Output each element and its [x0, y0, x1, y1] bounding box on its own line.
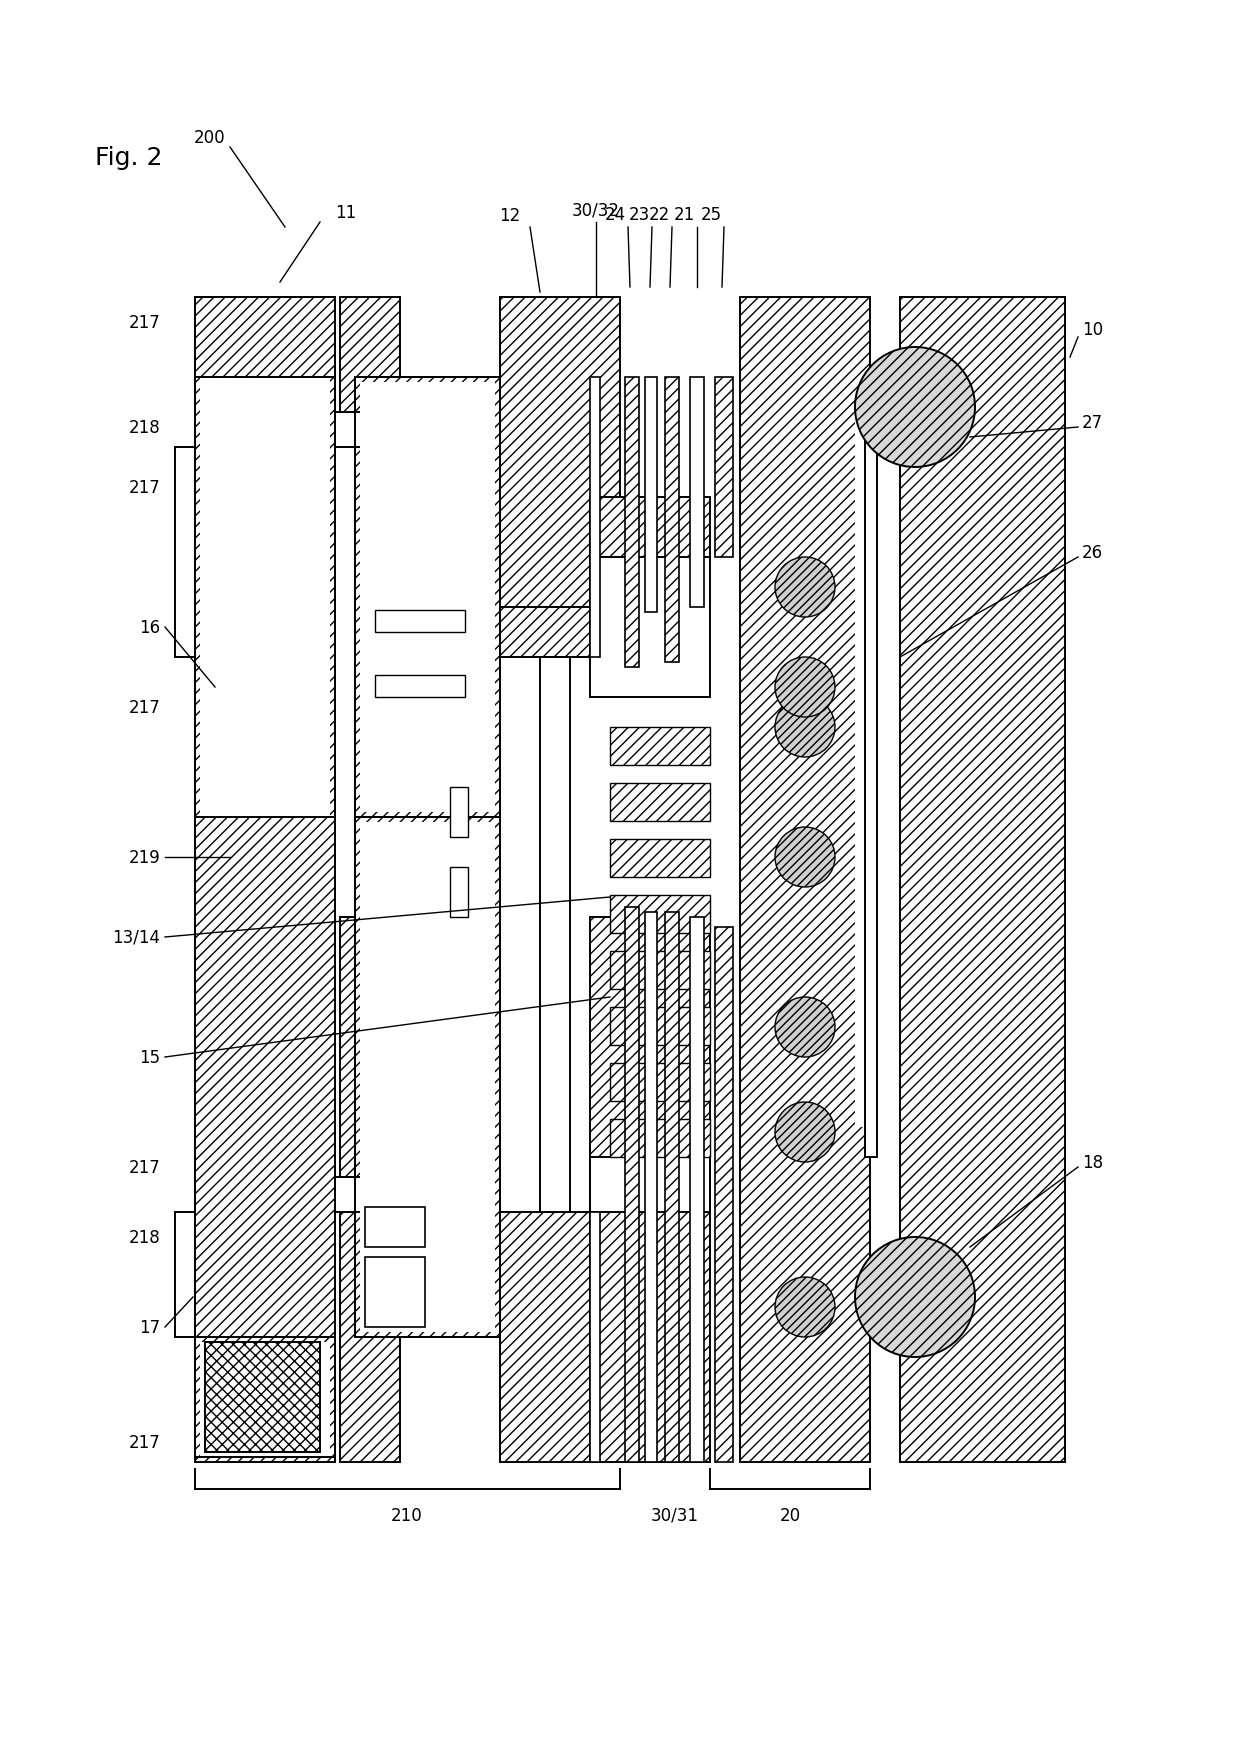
Text: 27: 27	[1083, 413, 1104, 432]
Circle shape	[856, 1237, 975, 1356]
Text: 217: 217	[128, 1158, 160, 1177]
Text: 217: 217	[128, 1434, 160, 1451]
Bar	[689, 378, 704, 608]
Text: 217: 217	[128, 315, 160, 332]
Bar	[625, 378, 639, 668]
Circle shape	[856, 348, 975, 467]
Bar	[200, 1342, 330, 1457]
Text: 20: 20	[780, 1506, 801, 1523]
Bar	[866, 378, 877, 1158]
Circle shape	[775, 828, 835, 887]
Bar	[195, 299, 335, 1462]
Text: 18: 18	[1083, 1153, 1104, 1172]
Text: 218: 218	[128, 1228, 160, 1246]
Bar	[590, 917, 711, 1462]
Circle shape	[775, 698, 835, 757]
Bar	[590, 378, 600, 657]
Text: 11: 11	[335, 204, 356, 221]
Circle shape	[775, 998, 835, 1058]
Bar	[590, 1212, 600, 1462]
Bar	[365, 1258, 425, 1327]
Bar	[500, 299, 620, 608]
Bar	[590, 497, 711, 557]
Text: Fig. 2: Fig. 2	[95, 146, 162, 170]
Bar	[450, 868, 467, 917]
Bar	[500, 1212, 620, 1462]
Text: 218: 218	[128, 418, 160, 437]
Bar	[500, 608, 620, 657]
Bar	[610, 1007, 711, 1045]
Text: 24: 24	[605, 206, 626, 223]
Bar	[590, 557, 711, 698]
Bar	[610, 840, 711, 877]
Bar	[355, 378, 500, 817]
Bar	[610, 1063, 711, 1102]
Text: 30/31: 30/31	[651, 1506, 699, 1523]
Text: 23: 23	[629, 206, 650, 223]
Text: 210: 210	[391, 1506, 423, 1523]
Bar	[610, 952, 711, 989]
Text: 30/32: 30/32	[572, 200, 620, 220]
Bar	[645, 378, 657, 613]
Bar	[620, 508, 650, 557]
Bar	[360, 383, 495, 812]
Bar	[335, 1177, 401, 1212]
Bar	[355, 817, 500, 1337]
Circle shape	[775, 1277, 835, 1337]
Bar	[590, 1158, 711, 1212]
Bar	[715, 928, 733, 1462]
Bar	[625, 907, 639, 1462]
Text: 217: 217	[128, 699, 160, 717]
Bar	[340, 299, 401, 413]
Text: 21: 21	[673, 206, 694, 223]
Bar	[360, 822, 495, 1332]
Bar	[200, 378, 330, 817]
Text: 26: 26	[1083, 543, 1104, 562]
Text: 217: 217	[128, 478, 160, 497]
Text: 25: 25	[701, 206, 722, 223]
Text: 219: 219	[128, 849, 160, 866]
Bar	[740, 299, 870, 1462]
Text: 15: 15	[139, 1049, 160, 1066]
Bar	[620, 1383, 650, 1462]
Text: 200: 200	[195, 128, 226, 148]
Text: 10: 10	[1083, 322, 1104, 339]
Bar	[665, 378, 680, 662]
Bar	[610, 896, 711, 933]
Text: 12: 12	[498, 207, 520, 225]
Bar	[715, 378, 733, 557]
Circle shape	[775, 657, 835, 717]
Bar	[374, 676, 465, 698]
Bar	[645, 912, 657, 1462]
Bar	[856, 408, 873, 1128]
Bar	[689, 917, 704, 1462]
Bar	[340, 917, 401, 1462]
Circle shape	[775, 557, 835, 618]
Bar	[900, 299, 1065, 1462]
Bar	[665, 912, 680, 1462]
Bar	[365, 1207, 425, 1247]
Bar	[335, 413, 401, 448]
Text: 17: 17	[139, 1318, 160, 1337]
Bar	[450, 787, 467, 838]
Text: 16: 16	[139, 618, 160, 636]
Bar	[610, 784, 711, 822]
Bar	[610, 1119, 711, 1158]
Circle shape	[775, 1102, 835, 1163]
Bar	[610, 727, 711, 766]
Text: 22: 22	[649, 206, 670, 223]
Text: 13/14: 13/14	[112, 928, 160, 947]
Bar	[205, 1342, 320, 1453]
Bar	[539, 657, 570, 1212]
Bar	[374, 611, 465, 633]
